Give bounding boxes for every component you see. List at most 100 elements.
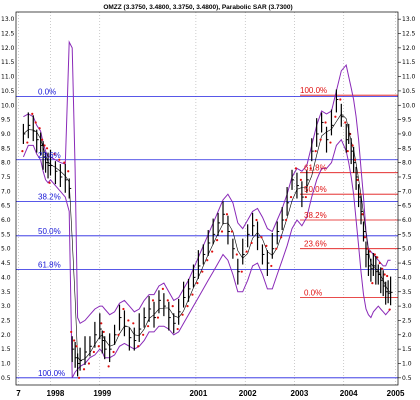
sar-dot [368,250,371,253]
sar-dot [87,362,91,365]
sar-dot [137,345,140,348]
y-tick-label: 1.5 [402,346,412,353]
y-tick-label-left: 9.0 [1,131,11,138]
sar-dot [201,270,204,273]
sar-dot [117,333,120,336]
sar-dot [314,150,317,153]
x-tick-label: 2004 [340,389,358,398]
sar-dot [235,253,238,256]
sar-dot [356,178,359,181]
sar-dot [270,264,273,268]
sar-dot [77,376,81,379]
x-tick-label: 2003 [291,389,309,398]
sar-dot [240,270,243,273]
y-tick-label: 9.5 [402,117,412,124]
fib-left-label: 50.0% [38,227,61,236]
sar-dot [381,267,384,270]
sar-dot [58,158,61,161]
y-tick-label: 12.0 [402,45,416,52]
x-tick-label: 7 [16,389,21,398]
y-tick-label: 7.0 [402,188,412,195]
sar-dot [265,244,268,247]
sar-dot [171,304,174,308]
y-tick-label: 10.0 [402,102,416,109]
upper-band [23,40,391,325]
sar-dot [132,322,135,325]
sar-dot [100,322,103,325]
sar-dot [309,167,312,170]
sar-dot [53,152,56,156]
sar-dot [67,170,70,173]
sar-dot [260,236,263,239]
y-tick-label-left: 12.0 [1,45,15,52]
sar-dot [43,144,46,147]
sar-dot [107,365,110,368]
sar-dot [211,250,214,253]
sar-dot [339,98,342,101]
sar-dot [26,141,29,144]
sar-dot [334,115,337,118]
y-tick-label-left: 11.0 [1,74,15,81]
y-tick-label: 1.0 [402,360,412,367]
x-tick-label: 2001 [189,389,207,398]
sar-dot [92,350,95,354]
sar-dot [48,181,51,184]
sar-dot [63,161,66,164]
y-tick-label: 8.0 [402,160,412,167]
y-tick-label: 12.5 [402,31,416,38]
sar-dot [38,127,41,130]
sar-dot [220,230,224,233]
sar-dot [250,241,253,245]
y-tick-label: 4.0 [402,274,412,281]
sar-dot [97,345,100,348]
y-tick-label-left: 8.5 [1,145,11,152]
sar-dot [41,138,44,141]
y-tick-label-left: 2.0 [1,332,11,339]
fib-left-label: 61.8% [38,260,61,269]
fib-right-label: 100.0% [300,86,327,95]
sar-dot [70,330,73,334]
y-tick-label: 5.0 [402,246,412,253]
sar-dot [376,256,379,259]
y-tick-label-left: 3.0 [1,303,11,310]
sar-dot [361,213,364,216]
y-tick-label-left: 3.5 [1,289,11,296]
sar-dot [245,250,248,253]
sar-dot [21,150,24,153]
y-tick-label: 3.5 [402,289,412,296]
sar-dot [142,333,145,336]
sar-dot [344,121,347,124]
y-tick-label: 6.0 [402,217,412,224]
sar-dot [225,213,229,216]
sar-dot [371,282,374,285]
y-tick-label: 2.5 [402,317,412,324]
sar-dot [354,158,357,161]
fib-right-label: 61.8% [304,164,327,173]
fib-right-label: 23.6% [304,240,327,249]
y-tick-label-left: 5.0 [1,246,11,253]
y-tick-label-left: 6.0 [1,217,11,224]
y-tick-label: 7.5 [402,174,412,181]
plot-frame [15,11,399,386]
sar-dot [151,299,155,302]
sar-dot [346,150,349,153]
y-tick-label: 8.5 [402,145,412,152]
y-tick-label: 11.5 [402,59,416,66]
x-tick-label: 1999 [93,389,111,398]
sar-dot [112,350,115,354]
fib-labels: 0.0% 23.6% 38.2% 50.0% 61.8% 100.0% 100.0% 61.8… [38,86,327,378]
y-tick-label-left: 2.5 [1,317,11,324]
sar-dot [289,195,293,199]
sar-dot [186,304,189,308]
axes: 0.5 1.0 1.5 2.0 2.5 3.0 3.5 4.0 4.5 5.0 5.5 6.0 6.5 7… [1,11,416,398]
sar-dot [363,236,367,239]
y-tick-label: 10.5 [402,88,416,95]
y-tick-label: 9.0 [402,131,412,138]
sar-dot [176,327,179,331]
y-tick-label-left: 8.0 [1,160,11,167]
sar-dot [329,141,332,144]
y-tick-label: 4.5 [402,260,412,267]
sar-dot [73,339,76,342]
y-tick-label: 0.5 [402,375,412,382]
